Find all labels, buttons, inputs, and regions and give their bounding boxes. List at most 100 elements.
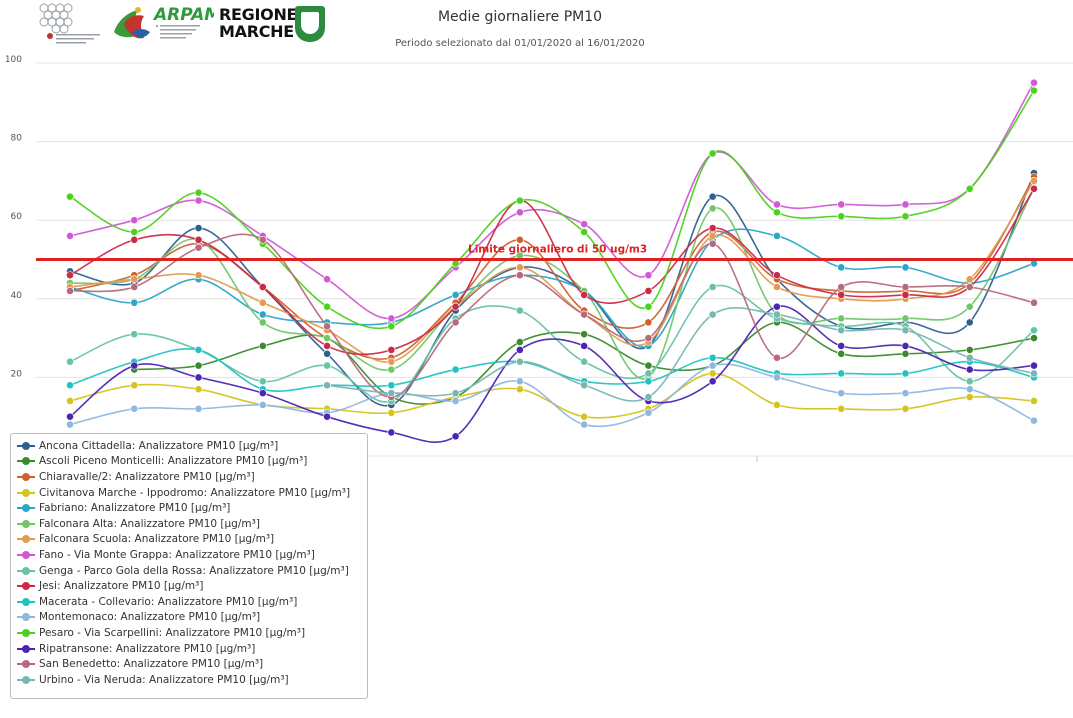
data-point[interactable] bbox=[965, 302, 974, 311]
data-point[interactable] bbox=[901, 283, 910, 291]
data-point[interactable] bbox=[773, 208, 781, 217]
data-point[interactable] bbox=[515, 377, 524, 386]
data-point[interactable] bbox=[194, 404, 203, 413]
data-point[interactable] bbox=[773, 302, 781, 311]
data-point[interactable] bbox=[66, 192, 74, 201]
data-point[interactable] bbox=[580, 357, 589, 366]
data-point[interactable] bbox=[965, 275, 974, 284]
data-point[interactable] bbox=[387, 322, 396, 331]
data-point[interactable] bbox=[1030, 416, 1038, 425]
data-point[interactable] bbox=[194, 345, 203, 354]
data-point[interactable] bbox=[451, 389, 460, 398]
data-point[interactable] bbox=[580, 330, 589, 339]
data-point[interactable] bbox=[644, 408, 653, 417]
legend-item[interactable]: Falconara Alta: Analizzatore PM10 [µg/m³… bbox=[17, 516, 361, 532]
data-point[interactable] bbox=[451, 365, 460, 374]
legend-item[interactable]: Civitanova Marche - Ippodromo: Analizzat… bbox=[17, 485, 361, 501]
data-point[interactable] bbox=[323, 381, 331, 390]
data-point[interactable] bbox=[194, 361, 203, 370]
data-point[interactable] bbox=[130, 298, 139, 307]
data-point[interactable] bbox=[451, 432, 460, 441]
data-point[interactable] bbox=[837, 369, 846, 378]
data-point[interactable] bbox=[130, 228, 139, 236]
legend-item[interactable]: Macerata - Collevario: Analizzatore PM10… bbox=[17, 594, 361, 610]
data-point[interactable] bbox=[644, 271, 653, 280]
legend-item[interactable]: Falconara Scuola: Analizzatore PM10 [µg/… bbox=[17, 532, 361, 548]
data-point[interactable] bbox=[194, 373, 203, 382]
data-point[interactable] bbox=[66, 287, 74, 295]
data-point[interactable] bbox=[644, 302, 653, 311]
data-point[interactable] bbox=[387, 408, 396, 417]
legend-item[interactable]: Pesaro - Via Scarpellini: Analizzatore P… bbox=[17, 625, 361, 641]
data-point[interactable] bbox=[708, 310, 717, 319]
data-point[interactable] bbox=[194, 385, 203, 394]
data-point[interactable] bbox=[773, 271, 781, 280]
legend-item[interactable]: Ripatransone: Analizzatore PM10 [µg/m³] bbox=[17, 641, 361, 657]
data-point[interactable] bbox=[323, 361, 331, 370]
data-point[interactable] bbox=[323, 322, 331, 331]
data-point[interactable] bbox=[194, 188, 203, 197]
data-point[interactable] bbox=[965, 318, 974, 327]
data-point[interactable] bbox=[708, 232, 717, 240]
data-point[interactable] bbox=[965, 393, 974, 401]
data-point[interactable] bbox=[387, 365, 396, 374]
data-point[interactable] bbox=[708, 239, 717, 248]
data-point[interactable] bbox=[580, 220, 589, 229]
data-point[interactable] bbox=[1030, 326, 1038, 335]
data-point[interactable] bbox=[323, 349, 331, 358]
data-point[interactable] bbox=[387, 357, 396, 366]
data-point[interactable] bbox=[66, 232, 74, 240]
legend-item[interactable]: Urbino - Via Neruda: Analizzatore PM10 [… bbox=[17, 672, 361, 688]
data-point[interactable] bbox=[708, 283, 717, 291]
legend-item[interactable]: Fano - Via Monte Grappa: Analizzatore PM… bbox=[17, 547, 361, 563]
data-point[interactable] bbox=[130, 216, 139, 225]
data-point[interactable] bbox=[644, 318, 653, 327]
data-point[interactable] bbox=[258, 342, 267, 350]
data-point[interactable] bbox=[708, 224, 717, 232]
data-point[interactable] bbox=[1030, 184, 1038, 193]
data-point[interactable] bbox=[837, 200, 846, 209]
data-point[interactable] bbox=[708, 192, 717, 201]
data-point[interactable] bbox=[515, 306, 524, 315]
data-point[interactable] bbox=[66, 397, 74, 405]
data-point[interactable] bbox=[644, 393, 653, 401]
legend-item[interactable]: Jesi: Analizzatore PM10 [µg/m³] bbox=[17, 578, 361, 594]
data-point[interactable] bbox=[708, 149, 717, 158]
data-point[interactable] bbox=[901, 200, 910, 209]
data-point[interactable] bbox=[1030, 176, 1038, 185]
data-point[interactable] bbox=[194, 243, 203, 252]
data-point[interactable] bbox=[515, 357, 524, 366]
data-point[interactable] bbox=[965, 184, 974, 193]
legend-item[interactable]: Ancona Cittadella: Analizzatore PM10 [µg… bbox=[17, 438, 361, 454]
legend-item[interactable]: San Benedetto: Analizzatore PM10 [µg/m³] bbox=[17, 656, 361, 672]
data-point[interactable] bbox=[130, 235, 139, 244]
data-point[interactable] bbox=[1030, 86, 1038, 95]
data-point[interactable] bbox=[965, 353, 974, 362]
data-point[interactable] bbox=[451, 302, 460, 311]
data-point[interactable] bbox=[901, 389, 910, 398]
data-point[interactable] bbox=[387, 389, 396, 398]
data-point[interactable] bbox=[130, 404, 139, 413]
data-point[interactable] bbox=[323, 334, 331, 342]
data-point[interactable] bbox=[451, 397, 460, 405]
data-point[interactable] bbox=[837, 212, 846, 221]
data-point[interactable] bbox=[194, 196, 203, 205]
data-point[interactable] bbox=[323, 412, 331, 421]
data-point[interactable] bbox=[580, 420, 589, 429]
data-point[interactable] bbox=[258, 283, 267, 291]
data-point[interactable] bbox=[965, 345, 974, 354]
data-point[interactable] bbox=[387, 345, 396, 354]
data-point[interactable] bbox=[837, 290, 846, 299]
data-point[interactable] bbox=[644, 369, 653, 378]
data-point[interactable] bbox=[515, 196, 524, 205]
data-point[interactable] bbox=[901, 212, 910, 221]
data-point[interactable] bbox=[387, 428, 396, 437]
data-point[interactable] bbox=[708, 353, 717, 362]
data-point[interactable] bbox=[901, 263, 910, 272]
data-point[interactable] bbox=[194, 235, 203, 244]
data-point[interactable] bbox=[258, 310, 267, 319]
data-point[interactable] bbox=[773, 283, 781, 291]
data-point[interactable] bbox=[515, 263, 524, 272]
data-point[interactable] bbox=[1030, 397, 1038, 405]
data-point[interactable] bbox=[773, 232, 781, 240]
